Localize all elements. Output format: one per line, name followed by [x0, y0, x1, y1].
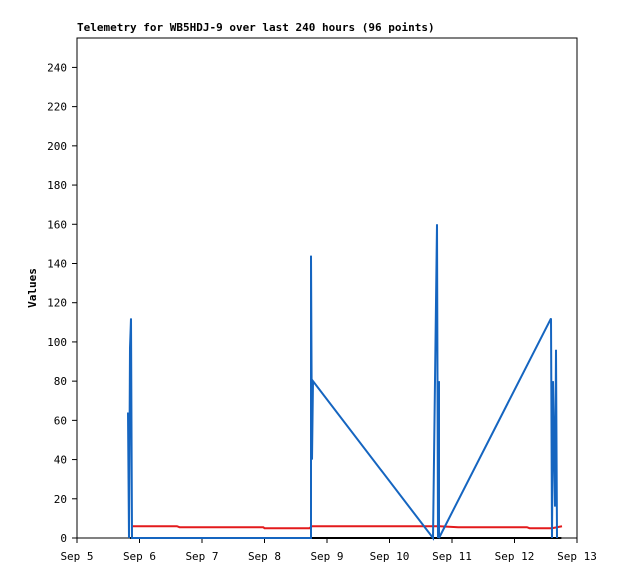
y-tick-label: 80 — [54, 375, 67, 388]
y-tick-label: 20 — [54, 493, 67, 506]
y-tick-label: 60 — [54, 414, 67, 427]
y-tick-label: 240 — [47, 61, 67, 74]
x-tick-label: Sep 9 — [310, 550, 343, 563]
chart-title: Telemetry for WB5HDJ-9 over last 240 hou… — [77, 21, 435, 34]
series-line — [127, 224, 558, 541]
y-tick-label: 180 — [47, 179, 67, 192]
y-tick-label: 160 — [47, 218, 67, 231]
x-tick-label: Sep 10 — [370, 550, 410, 563]
x-tick-label: Sep 12 — [495, 550, 535, 563]
y-tick-label: 100 — [47, 336, 67, 349]
x-tick-label: Sep 8 — [248, 550, 281, 563]
y-tick-label: 120 — [47, 297, 67, 310]
x-tick-label: Sep 11 — [432, 550, 472, 563]
y-tick-label: 140 — [47, 257, 67, 270]
y-axis-label: Values — [26, 268, 39, 308]
x-tick-label: Sep 13 — [557, 550, 597, 563]
y-tick-label: 0 — [60, 532, 67, 545]
x-tick-label: Sep 5 — [60, 550, 93, 563]
y-tick-label: 40 — [54, 454, 67, 467]
y-tick-label: 220 — [47, 101, 67, 114]
y-tick-label: 200 — [47, 140, 67, 153]
x-tick-label: Sep 7 — [185, 550, 218, 563]
x-tick-label: Sep 6 — [123, 550, 156, 563]
